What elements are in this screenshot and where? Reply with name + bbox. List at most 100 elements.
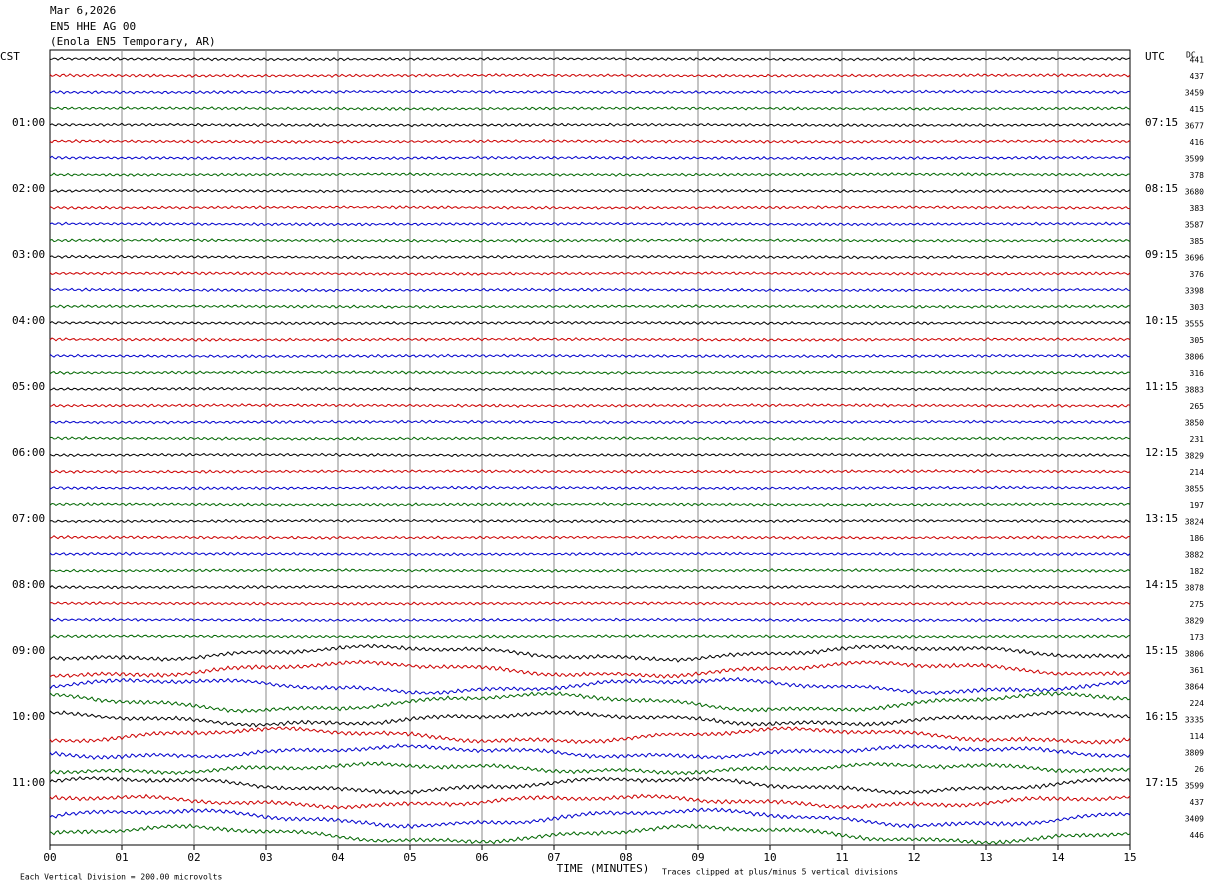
dc-offset: 3409: [1185, 815, 1204, 824]
trace: [49, 634, 1131, 639]
trace: [49, 726, 1131, 745]
trace: [49, 502, 1131, 507]
dc-offset: 3864: [1185, 683, 1204, 692]
x-tick-label: 12: [907, 851, 920, 864]
trace: [49, 485, 1130, 491]
utc-time-label: 07:15: [1145, 116, 1178, 129]
trace: [49, 793, 1131, 810]
trace: [49, 337, 1131, 342]
trace: [49, 436, 1131, 441]
x-tick-label: 00: [43, 851, 56, 864]
trace: [49, 106, 1131, 111]
dc-offset: 3855: [1185, 485, 1204, 494]
trace: [49, 287, 1131, 293]
trace: [49, 551, 1131, 557]
trace: [49, 56, 1131, 62]
trace: [49, 271, 1131, 276]
trace: [49, 743, 1131, 760]
trace: [49, 535, 1131, 540]
trace: [49, 659, 1131, 679]
header-line: Mar 6,2026: [50, 4, 116, 17]
dc-offset: 3677: [1185, 122, 1204, 131]
trace: [49, 518, 1131, 524]
dc-offset: 3824: [1185, 518, 1204, 527]
trace: [49, 710, 1131, 728]
utc-time-label: 12:15: [1145, 446, 1178, 459]
x-tick-label: 06: [475, 851, 488, 864]
local-time-label: 05:00: [12, 380, 45, 393]
x-tick-label: 11: [835, 851, 848, 864]
trace: [49, 760, 1131, 776]
dc-offset: 3806: [1185, 353, 1204, 362]
header-line: (Enola EN5 Temporary, AR): [50, 35, 216, 48]
dc-offset: 385: [1190, 237, 1205, 246]
dc-offset: 197: [1190, 501, 1205, 510]
dc-offset: 3555: [1185, 320, 1204, 329]
offset-heading: DC: [1186, 51, 1196, 60]
dc-offset: 3883: [1185, 386, 1204, 395]
utc-time-label: 17:15: [1145, 776, 1178, 789]
dc-offset: 383: [1190, 204, 1205, 213]
local-time-label: 07:00: [12, 512, 45, 525]
dc-offset: 3696: [1185, 254, 1204, 263]
dc-offset: 361: [1190, 666, 1205, 675]
utc-time-label: 15:15: [1145, 644, 1178, 657]
clip-note: Traces clipped at plus/minus 5 vertical …: [662, 868, 898, 877]
dc-offset: 26: [1194, 765, 1204, 774]
utc-time-label: 10:15: [1145, 314, 1178, 327]
x-tick-label: 05: [403, 851, 416, 864]
dc-offset: 3459: [1185, 89, 1204, 98]
trace: [49, 584, 1131, 590]
dc-offset: 437: [1190, 798, 1205, 807]
dc-offset: 3809: [1185, 749, 1204, 758]
trace: [49, 122, 1131, 128]
dc-offset: 182: [1190, 567, 1205, 576]
trace: [49, 823, 1131, 845]
local-time-label: 10:00: [12, 710, 45, 723]
local-time-label: 11:00: [12, 776, 45, 789]
dc-offset: 3599: [1185, 782, 1204, 791]
trace: [49, 643, 1131, 663]
axis-title: TIME (MINUTES): [557, 862, 650, 875]
plot-frame: [49, 49, 1131, 846]
x-tick-label: 13: [979, 851, 992, 864]
trace: [49, 353, 1131, 359]
dc-offset: 3599: [1185, 155, 1204, 164]
dc-offset: 3335: [1185, 716, 1204, 725]
x-tick-label: 07: [547, 851, 560, 864]
utc-time-label: 13:15: [1145, 512, 1178, 525]
trace: [49, 238, 1131, 243]
dc-offset: 265: [1190, 402, 1205, 411]
dc-offset: 3806: [1185, 650, 1204, 659]
dc-offset: 231: [1190, 435, 1205, 444]
x-tick-label: 14: [1051, 851, 1065, 864]
x-tick-label: 15: [1123, 851, 1136, 864]
utc-time-label: 16:15: [1145, 710, 1178, 723]
trace: [49, 221, 1131, 227]
dc-offset: 437: [1190, 72, 1205, 81]
dc-offset: 173: [1190, 633, 1205, 642]
dc-offset: 3398: [1185, 287, 1204, 296]
trace: [49, 205, 1131, 210]
dc-offset: 3882: [1185, 551, 1204, 560]
dc-offset: 186: [1190, 534, 1205, 543]
dc-offset: 114: [1190, 732, 1205, 741]
x-tick-label: 03: [259, 851, 272, 864]
dc-offset: 214: [1190, 468, 1205, 477]
dc-offset: 275: [1190, 600, 1205, 609]
dc-offset: 415: [1190, 105, 1205, 114]
trace: [49, 601, 1131, 606]
trace: [49, 73, 1131, 78]
dc-offset: 446: [1190, 831, 1205, 840]
local-time-label: 09:00: [12, 644, 45, 657]
utc-time-label: UTC: [1145, 50, 1165, 63]
trace: [49, 419, 1131, 425]
trace: [49, 403, 1131, 408]
dc-offset: 305: [1190, 336, 1205, 345]
trace: [49, 304, 1130, 309]
local-time-label: 06:00: [12, 446, 45, 459]
x-tick-label: 09: [691, 851, 704, 864]
trace: [49, 676, 1131, 696]
trace: [49, 617, 1131, 623]
